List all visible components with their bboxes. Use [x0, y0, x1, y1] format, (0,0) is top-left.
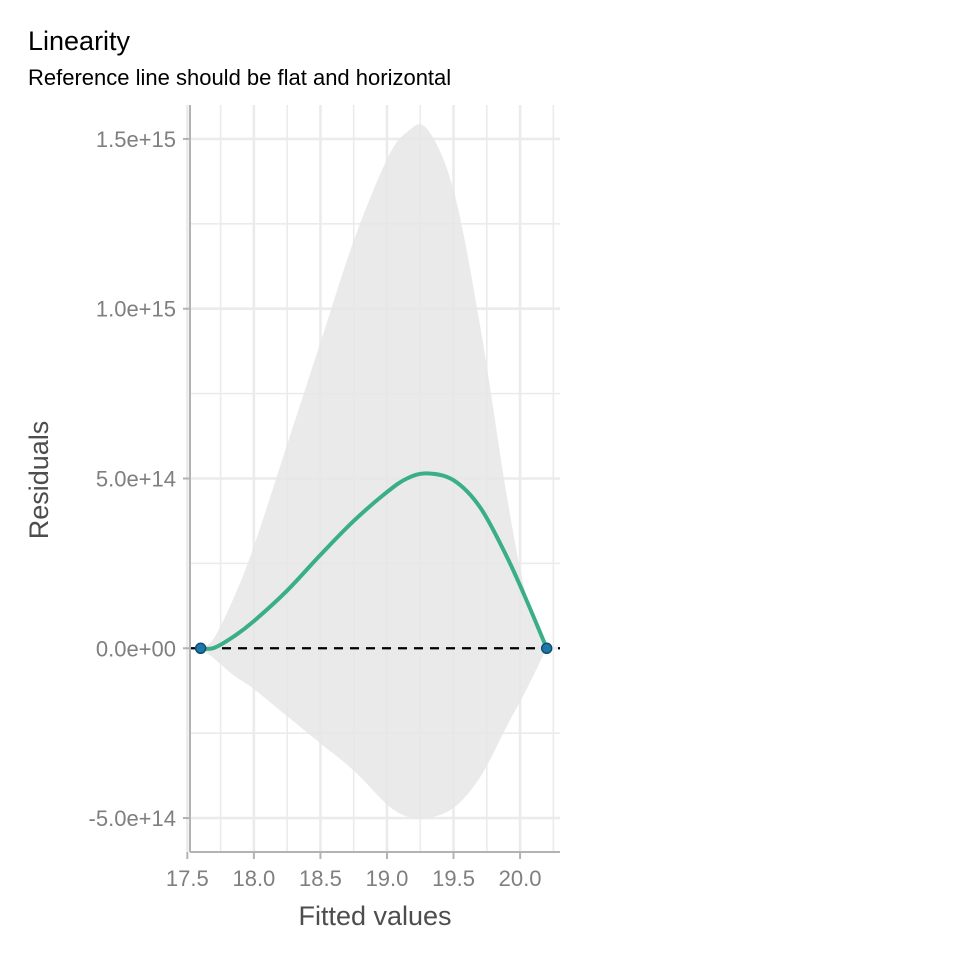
x-tick-label: 17.5: [166, 866, 209, 891]
chart-subtitle: Reference line should be flat and horizo…: [28, 65, 451, 90]
x-tick-label: 19.5: [432, 866, 475, 891]
confidence-band: [200, 124, 547, 819]
smooth-line: [200, 471, 549, 651]
confidence-band-area: [200, 124, 547, 819]
y-tick-label: 1.5e+15: [96, 127, 176, 152]
x-tick-label: 20.0: [499, 866, 542, 891]
y-tick-label: 0.0e+00: [96, 636, 176, 661]
data-point-2: [540, 642, 553, 655]
smooth-fit-path: [200, 471, 549, 651]
y-axis-title: Residuals: [24, 421, 54, 540]
y-axis-ticks: -5.0e+14 0.0e+00 5.0e+14 1.0e+15 1.5e+15: [89, 127, 190, 831]
x-tick-label: 18.5: [299, 866, 342, 891]
x-tick-label: 19.0: [366, 866, 409, 891]
data-points: [194, 642, 553, 655]
chart-title: Linearity: [28, 26, 131, 56]
y-tick-label: 1.0e+15: [96, 297, 176, 322]
x-tick-label: 18.0: [232, 866, 275, 891]
data-point-1: [194, 642, 207, 655]
y-tick-label: 5.0e+14: [96, 467, 176, 492]
x-axis-ticks: 17.5 18.0 18.5 19.0 19.5 20.0: [166, 852, 542, 891]
y-tick-label: -5.0e+14: [89, 806, 176, 831]
x-axis-title: Fitted values: [298, 901, 451, 931]
